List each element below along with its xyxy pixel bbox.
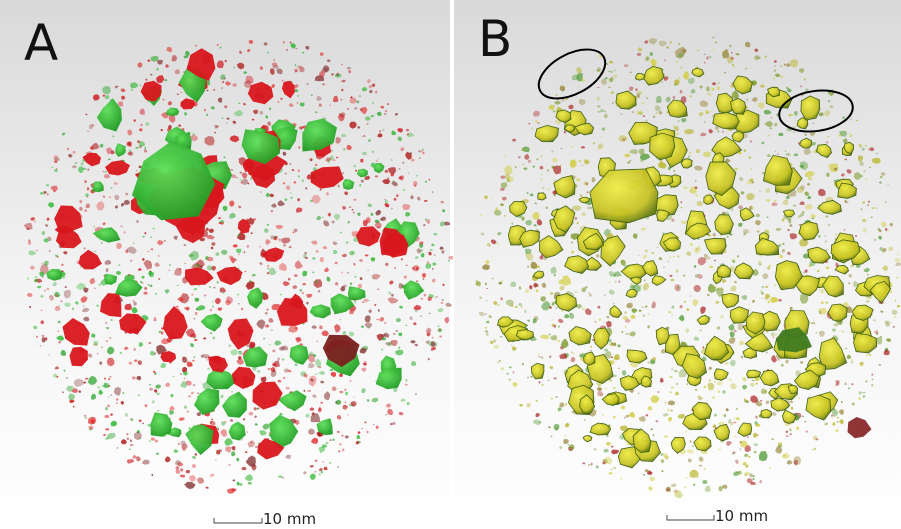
panel-label: B	[478, 10, 512, 68]
particle	[636, 74, 646, 81]
particle	[801, 96, 820, 120]
particle	[747, 370, 761, 378]
scale-bar-label: 10 mm	[715, 507, 768, 525]
panel-label: A	[24, 14, 58, 72]
particle	[671, 410, 673, 411]
particle	[136, 170, 138, 172]
particle	[761, 409, 772, 418]
scale-bar-label: 10 mm	[263, 510, 316, 528]
figure: A B 10 mm 10 mm	[0, 0, 901, 529]
particle	[538, 193, 546, 200]
